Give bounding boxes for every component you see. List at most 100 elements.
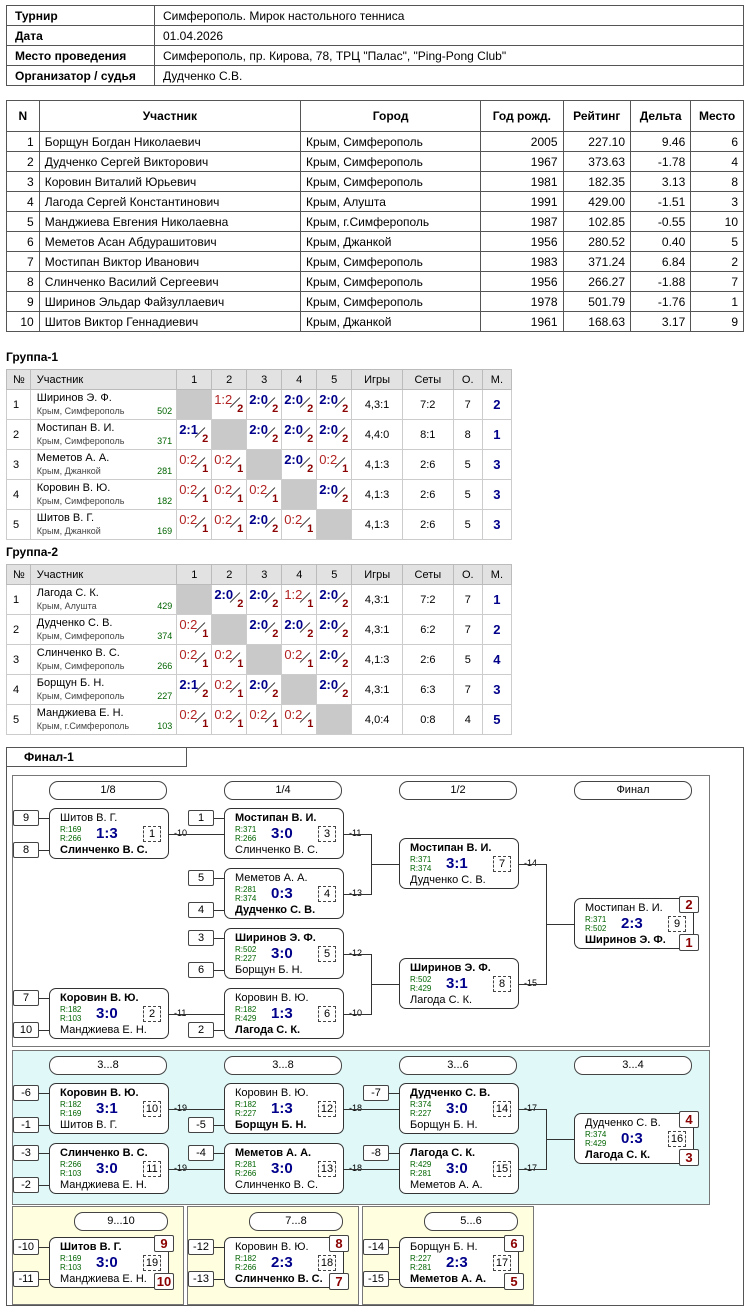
group-row: 4 Борщун Б. Н. Крым, Симферополь 227 2:1 2 0:2…	[6, 674, 513, 705]
match-result: 2:0 2	[282, 390, 316, 416]
seed-number: -8	[363, 1145, 389, 1161]
match-result: 2:0 2	[317, 480, 351, 506]
bracket-connector	[39, 818, 49, 819]
match-player-1: Ширинов Э. Ф.	[235, 932, 316, 944]
bracket-connector	[39, 1279, 49, 1280]
participant-cell: Дудченко С. В. Крым, Симферополь 374	[29, 614, 178, 645]
round-label: 1/4	[224, 781, 342, 800]
participant-cell: Шитов В. Г. Крым, Джанкой 169	[29, 509, 178, 540]
bracket-connector	[389, 1279, 399, 1280]
player-1-rating: R:182	[235, 1100, 257, 1109]
match-ratings: R:502 R:227	[235, 945, 256, 963]
row-number: 2	[6, 419, 31, 450]
info-label: Место проведения	[6, 45, 155, 66]
match-player-1: Мостипан В. И.	[585, 902, 663, 914]
match-result: 0:2 1	[212, 510, 246, 536]
games-cell: 4,1:3	[351, 509, 403, 540]
points-cell: 5	[452, 479, 483, 510]
match-points: 2	[342, 403, 349, 415]
set-score: 0:2	[249, 482, 268, 497]
seed-number: -6	[13, 1085, 39, 1101]
player-2-rating: R:374	[235, 894, 257, 903]
participant-name: Борщун Б. Н.	[36, 677, 105, 689]
match-box: Борщун Б. Н. R:227 R:281 2:3 17 Меметов А. А.	[399, 1237, 519, 1288]
result-cell: 0:2 1	[211, 704, 248, 735]
points-cell: 5	[452, 509, 483, 540]
match-result: 2:0 2	[282, 450, 316, 476]
place-cell: 2	[481, 389, 513, 420]
table-cell: -1.51	[629, 191, 692, 212]
match-points: 1	[202, 628, 209, 640]
match-player-2: Лагода С. К.	[410, 994, 473, 1006]
match-ratings: R:182 R:103	[60, 1005, 81, 1023]
sets-cell: 8:1	[401, 419, 454, 450]
set-score: 1:2	[214, 392, 233, 407]
seed-number: -1	[13, 1117, 39, 1133]
set-score: 1:2	[284, 587, 303, 602]
match-player-1: Коровин В. Ю.	[60, 1087, 139, 1099]
match-result: 0:2 1	[212, 450, 246, 476]
participant-city: Крым, Джанкой	[36, 526, 101, 536]
table-row: 7 Мостипан Виктор Иванович Крым, Симферопо…	[6, 251, 744, 272]
result-cell: 2:0 2	[316, 584, 353, 615]
match-points: 1	[307, 598, 314, 610]
match-result: 2:0 2	[317, 585, 351, 611]
match-number: 17	[493, 1255, 511, 1271]
player-2-rating: R:374	[410, 864, 432, 873]
group-col-header: 1	[176, 564, 213, 585]
match-box: Дудченко С. В. R:374 R:227 3:0 14 Борщун Б. Н…	[399, 1083, 519, 1134]
match-box: Коровин В. Ю. R:182 R:429 1:3 6 Лагода С. К.	[224, 988, 344, 1039]
player-2-rating: R:266	[235, 1169, 257, 1178]
participant-city-line: Крым, Симферополь 266	[37, 660, 173, 672]
match-points: 1	[237, 463, 244, 475]
match-box: Меметов А. А. R:281 R:266 3:0 13 Слинченко В.…	[224, 1143, 344, 1194]
match-player-1: Мостипан В. И.	[410, 842, 492, 854]
match-ratings: R:182 R:266	[235, 1254, 256, 1272]
bracket-connector	[39, 1185, 49, 1186]
result-cell: 0:2 1	[176, 449, 213, 480]
match-points: 1	[272, 718, 279, 730]
table-cell: 3.13	[629, 171, 692, 192]
table-cell: 3	[690, 191, 744, 212]
match-result: 2:0 2	[247, 585, 281, 611]
table-cell: Борщун Богдан Николаевич	[38, 131, 302, 152]
final-place: 5	[504, 1273, 524, 1290]
players-col-header: Место	[690, 100, 744, 132]
match-result: 0:2 1	[212, 645, 246, 671]
table-cell: Лагода Сергей Константинович	[38, 191, 302, 212]
participant-name: Лагода С. К.	[36, 587, 99, 599]
set-score: 2:0	[319, 482, 338, 497]
result-cell: 0:2 1	[176, 614, 213, 645]
seed-number: 8	[13, 842, 39, 858]
table-row: 9 Ширинов Эльдар Файзуллаевич Крым, Симфер…	[6, 291, 744, 312]
match-player-1: Коровин В. Ю.	[235, 1087, 309, 1099]
seed-number: -5	[188, 1117, 214, 1133]
participant-rating: 169	[157, 526, 173, 536]
bracket-connector	[39, 1125, 49, 1126]
row-number: 1	[6, 584, 31, 615]
match-points: 1	[202, 523, 209, 535]
bracket-connector	[214, 1279, 224, 1280]
bracket-connector	[169, 1169, 224, 1170]
place-cell: 3	[481, 674, 513, 705]
bracket-connector	[344, 894, 371, 895]
match-player-1: Коровин В. Ю.	[60, 992, 139, 1004]
set-score: 2:0	[284, 392, 303, 407]
group-col-header: Игры	[351, 369, 403, 390]
set-score: 0:2	[179, 617, 198, 632]
sets-cell: 2:6	[401, 509, 454, 540]
set-score: 2:0	[319, 587, 339, 602]
match-player-2: Лагода С. К.	[235, 1024, 301, 1036]
games-cell: 4,3:1	[351, 389, 403, 420]
round-label: 7...8	[249, 1212, 343, 1231]
participant-city: Крым, Симферополь	[36, 661, 125, 671]
result-cell: 0:2 1	[211, 644, 248, 675]
match-player-1: Меметов А. А.	[235, 1147, 312, 1159]
match-ratings: R:266 R:103	[60, 1160, 81, 1178]
match-score: 3:1	[446, 855, 468, 872]
match-result: 2:0 2	[247, 420, 281, 446]
match-result: 0:2 1	[247, 705, 281, 731]
match-score: 0:3	[271, 885, 293, 902]
result-cell: 1:2 2	[211, 389, 248, 420]
participant-name: Дудченко С. В.	[36, 617, 113, 629]
